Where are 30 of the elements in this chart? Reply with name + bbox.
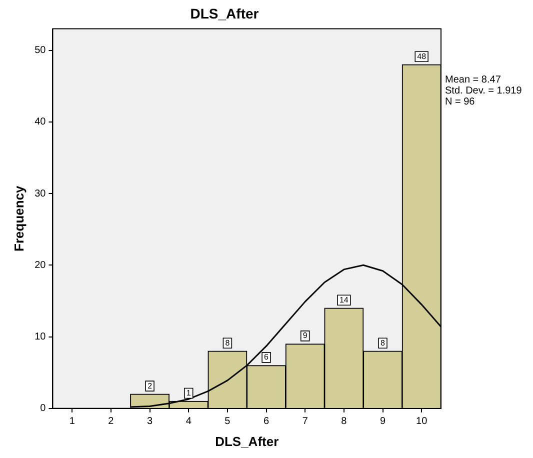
y-tick-label: 10 [34,332,46,343]
y-tick-label: 50 [34,45,46,56]
y-tick-label: 40 [34,116,46,128]
data-label: 8 [225,338,230,348]
text: N = 96 [445,96,476,108]
data-label: 9 [302,331,308,340]
x-tick-label: 10 [416,416,428,428]
x-tick-label: 4 [186,416,192,428]
y-tick-label: 30 [34,188,46,200]
x-tick-label: 7 [302,416,308,428]
data-label: 6 [264,352,270,362]
data-label: 14 [339,295,349,304]
y-tick-label: 20 [34,260,46,271]
chart-title: DLS_After [190,5,260,22]
y-axis-title: Frequency [11,184,26,252]
x-tick-label: 2 [108,416,114,428]
data-label: 2 [148,381,153,390]
data-label: 1 [186,388,192,398]
data-label: 48 [417,52,427,61]
x-tick-label: 3 [147,416,154,428]
x-tick-label: 8 [341,416,348,428]
y-tick-label: 0 [40,403,46,414]
x-tick-label: 6 [263,416,270,428]
text: Std. Dev. = 1.919 [445,86,522,97]
x-tick-label: 5 [224,416,231,428]
x-axis-title: DLS_After [215,434,279,449]
text: Mean = 8.47 [445,74,502,86]
data-label: 8 [380,338,386,348]
x-tick-label: 1 [69,416,76,428]
x-tick-label: 9 [380,416,386,428]
